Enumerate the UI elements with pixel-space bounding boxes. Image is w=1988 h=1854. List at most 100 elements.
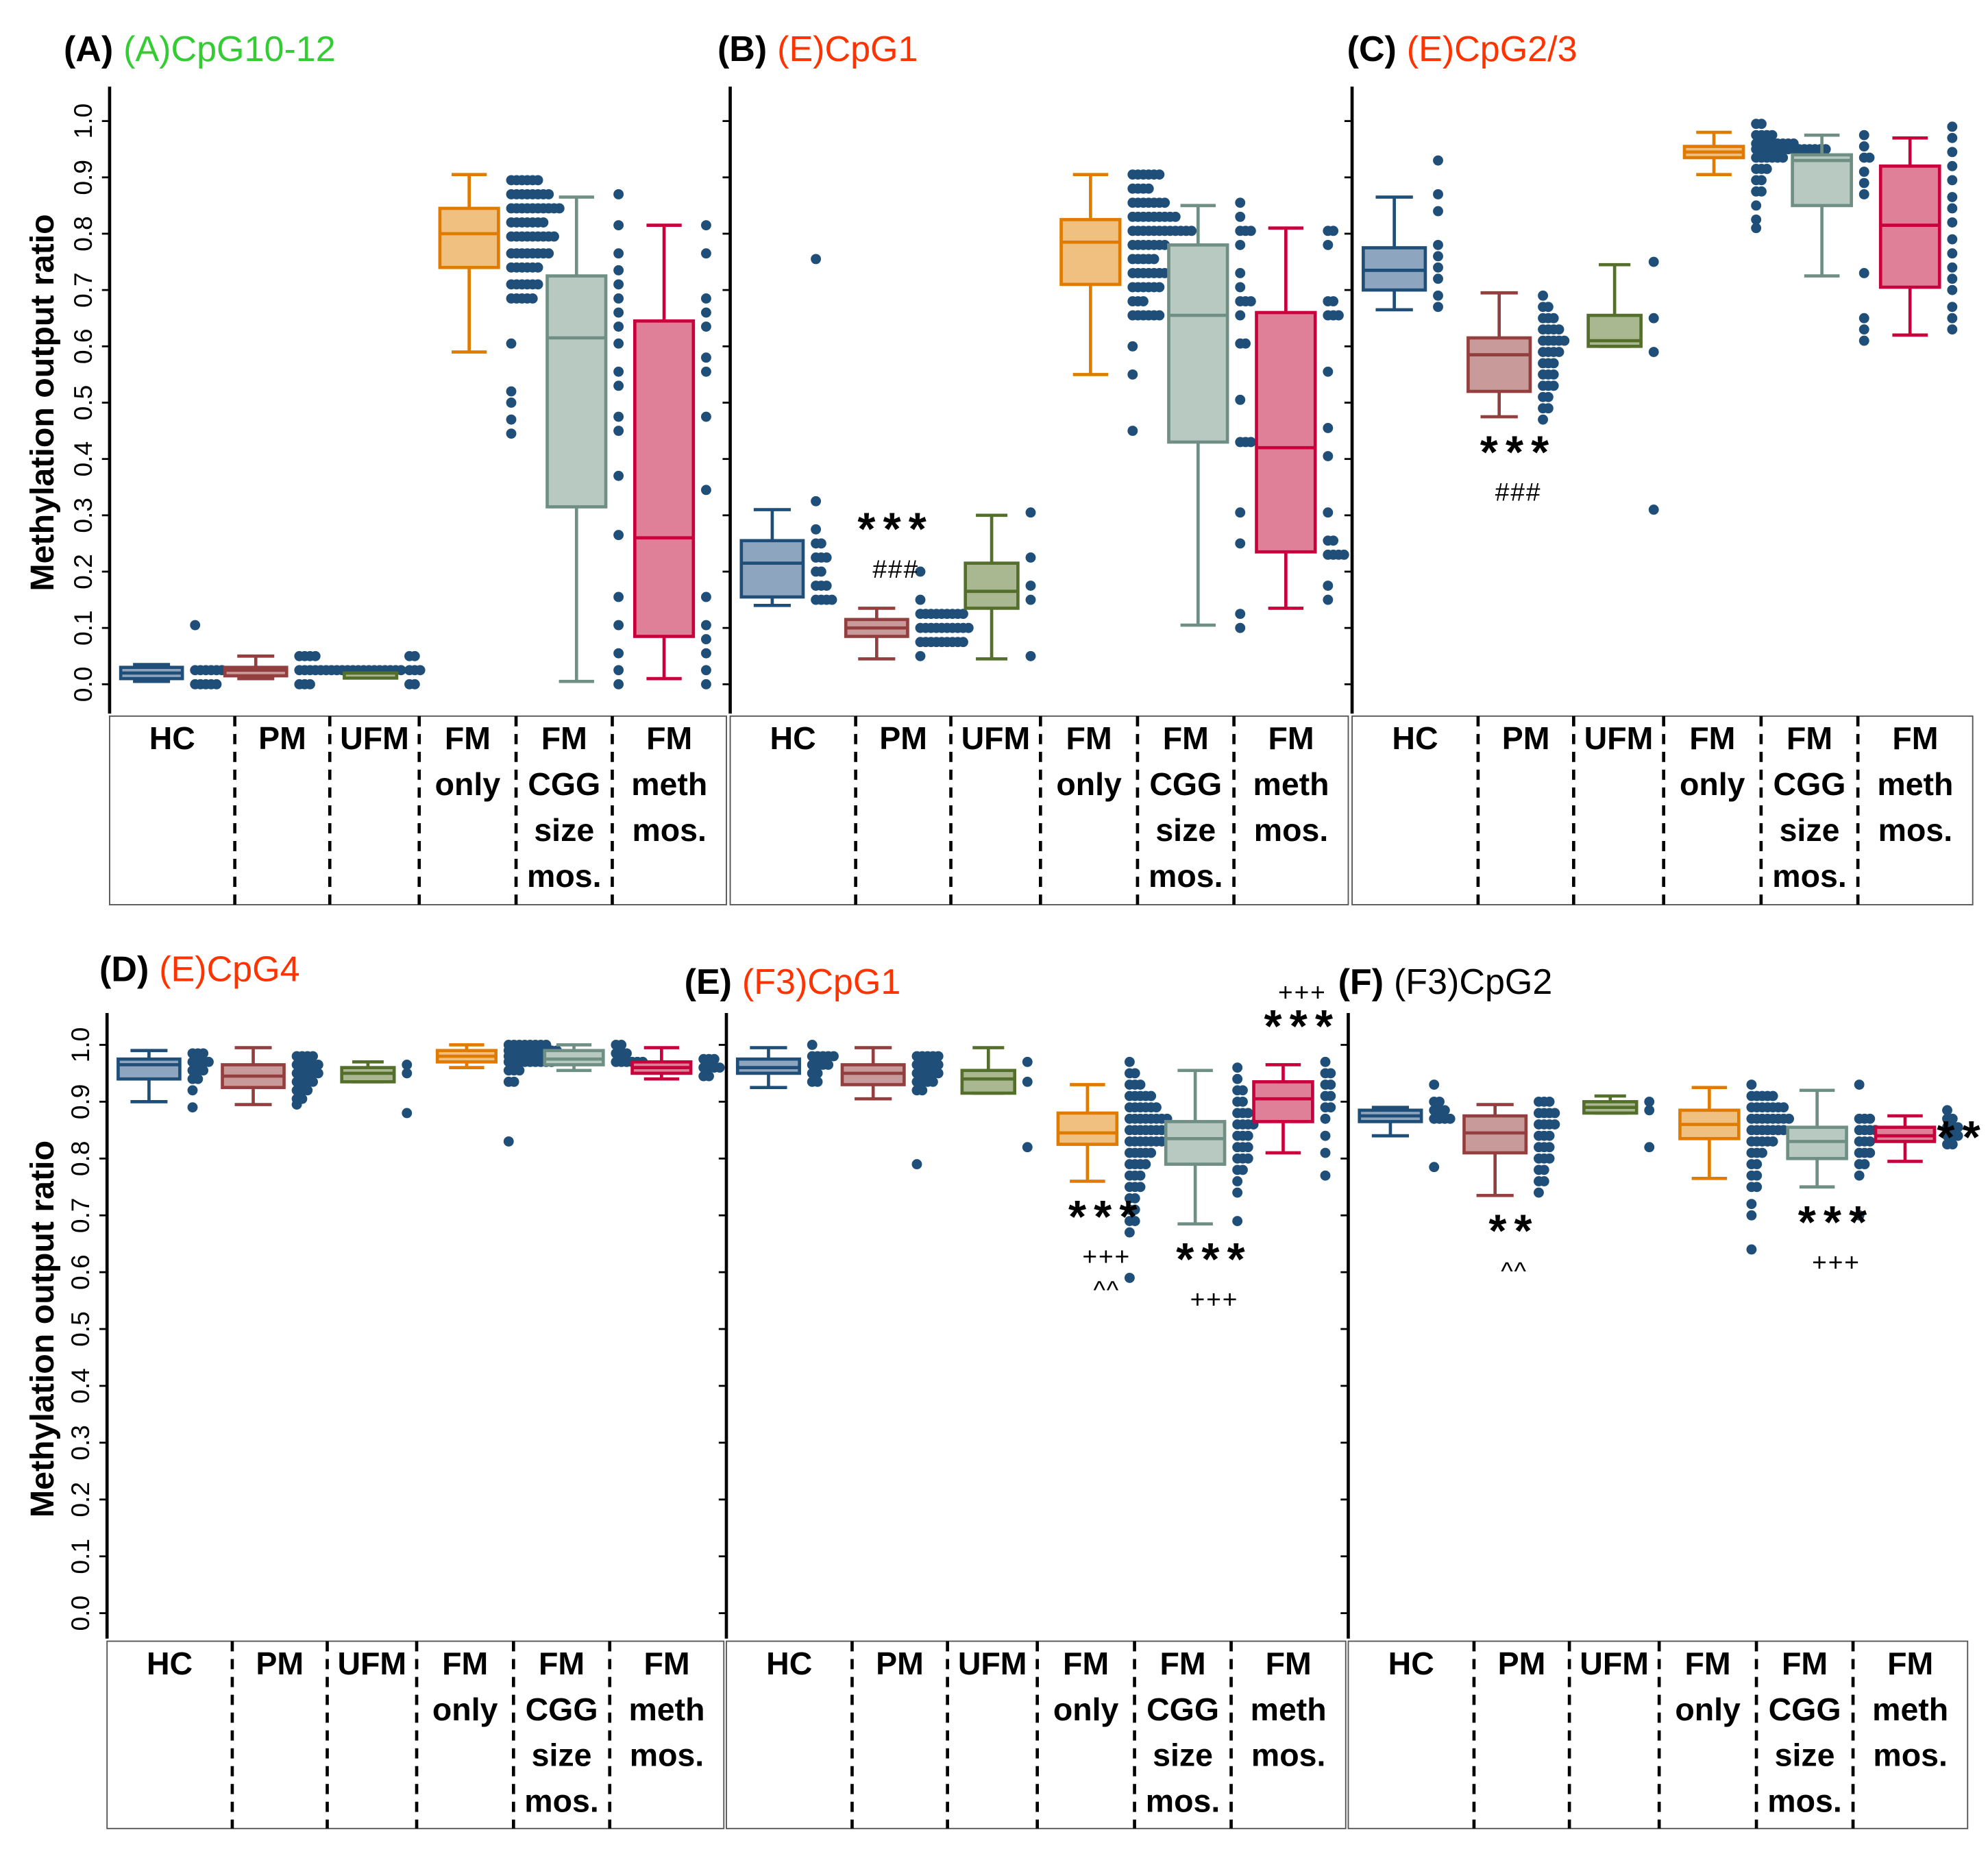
data-point [1538, 1176, 1549, 1186]
group-label: mos. [524, 1783, 598, 1819]
significance-annotation: +++ [1082, 1242, 1131, 1271]
box-hc [116, 1048, 214, 1113]
data-point [1548, 369, 1559, 380]
data-point [1544, 1142, 1555, 1153]
group-label: mos. [1767, 1783, 1841, 1819]
data-point [1858, 130, 1869, 141]
data-point [915, 594, 926, 605]
data-point [1240, 338, 1251, 349]
group-label: only [1056, 766, 1122, 802]
box-pm [844, 566, 974, 661]
data-point [700, 620, 711, 631]
data-point [312, 1060, 323, 1070]
group-label: mos. [1251, 1737, 1325, 1773]
data-point [613, 220, 624, 231]
panel-title: (D) (E)CpG4 [99, 950, 300, 990]
data-point [963, 622, 974, 633]
panel-title: (B) (E)CpG1 [717, 29, 918, 69]
data-point [1858, 324, 1869, 335]
group-label: CGG [1769, 1692, 1841, 1727]
iqr-box [1056, 1111, 1119, 1146]
data-point [1858, 335, 1869, 346]
data-point [700, 352, 711, 363]
box-hc [739, 254, 837, 607]
group-label: CGG [1149, 766, 1222, 802]
data-point [1947, 284, 1958, 295]
data-point [1124, 1227, 1135, 1238]
box-fm-cgg-size-mos- [1786, 1080, 1881, 1221]
data-point [1538, 414, 1549, 425]
data-point [807, 1040, 818, 1050]
data-point [1433, 262, 1443, 273]
data-point [911, 1159, 922, 1170]
data-point [1338, 549, 1349, 560]
group-label: mos. [1254, 812, 1328, 848]
data-point [1325, 1068, 1336, 1079]
data-point [1947, 160, 1958, 171]
panel-letter: (A) [64, 29, 113, 69]
data-point [1947, 175, 1958, 186]
group-label: mos. [1873, 1737, 1947, 1773]
data-point [1544, 1130, 1555, 1141]
data-point [1538, 1164, 1549, 1175]
iqr-box [964, 561, 1020, 610]
data-point [1124, 1056, 1135, 1067]
data-point [302, 1085, 313, 1096]
panel-title: (A) (A)CpG10-12 [64, 29, 336, 69]
box-ufm [343, 650, 426, 690]
data-point [613, 679, 624, 690]
panel-c: (C) (E)CpG2/3 HC PM UFM FM only FM CGG size mos. FM… [1344, 29, 1974, 905]
iqr-box [633, 319, 696, 638]
data-point [613, 293, 624, 304]
data-point [538, 217, 549, 228]
data-point [821, 581, 832, 591]
data-point [1864, 152, 1875, 163]
significance-annotation: *** [1798, 1197, 1875, 1248]
group-label: FM [1066, 720, 1112, 756]
data-point [933, 1051, 944, 1062]
group-label: meth [628, 1692, 704, 1727]
data-point [503, 1136, 514, 1147]
panel-name: (E)CpG4 [159, 950, 299, 990]
data-point [1232, 1073, 1243, 1084]
data-point [1544, 1153, 1555, 1164]
iqr-box [116, 1057, 182, 1081]
y-tick-label: 0.1 [69, 610, 97, 646]
y-tick-label: 0.4 [69, 441, 97, 477]
group-label: HC [1392, 720, 1438, 756]
y-tick-label: 0.7 [66, 1197, 95, 1233]
group-label: UFM [337, 1646, 406, 1681]
box-fm-cgg-size-mos- [545, 189, 624, 690]
group-label: UFM [958, 1646, 1027, 1681]
data-point [1235, 609, 1246, 620]
group-label: FM [1685, 1646, 1731, 1681]
data-point [1947, 1139, 1958, 1150]
data-point [291, 1099, 302, 1110]
data-point [1320, 1056, 1331, 1067]
y-tick-label: 0.0 [69, 666, 97, 702]
data-point [1127, 426, 1138, 437]
data-point [613, 338, 624, 349]
box-fm-meth-mos- [1252, 1056, 1336, 1181]
data-point [700, 665, 711, 676]
data-point [613, 665, 624, 676]
group-label: HC [766, 1646, 812, 1681]
data-point [613, 530, 624, 541]
y-tick-label: 0.3 [66, 1425, 95, 1461]
data-point [700, 321, 711, 332]
group-label: UFM [1580, 1646, 1649, 1681]
iqr-box [739, 539, 805, 599]
box-pm [1462, 1096, 1560, 1198]
significance-annotation: ### [1495, 478, 1542, 507]
data-point [1751, 200, 1762, 211]
data-point [1025, 552, 1036, 563]
group-label: mos. [630, 1737, 704, 1773]
data-point [958, 609, 968, 620]
group-label: FM [1163, 720, 1209, 756]
data-point [1238, 1096, 1248, 1107]
box-pm [223, 650, 406, 690]
group-label: HC [149, 720, 195, 756]
data-point [616, 1040, 627, 1050]
data-point [1333, 310, 1344, 321]
data-point [1320, 1170, 1331, 1181]
